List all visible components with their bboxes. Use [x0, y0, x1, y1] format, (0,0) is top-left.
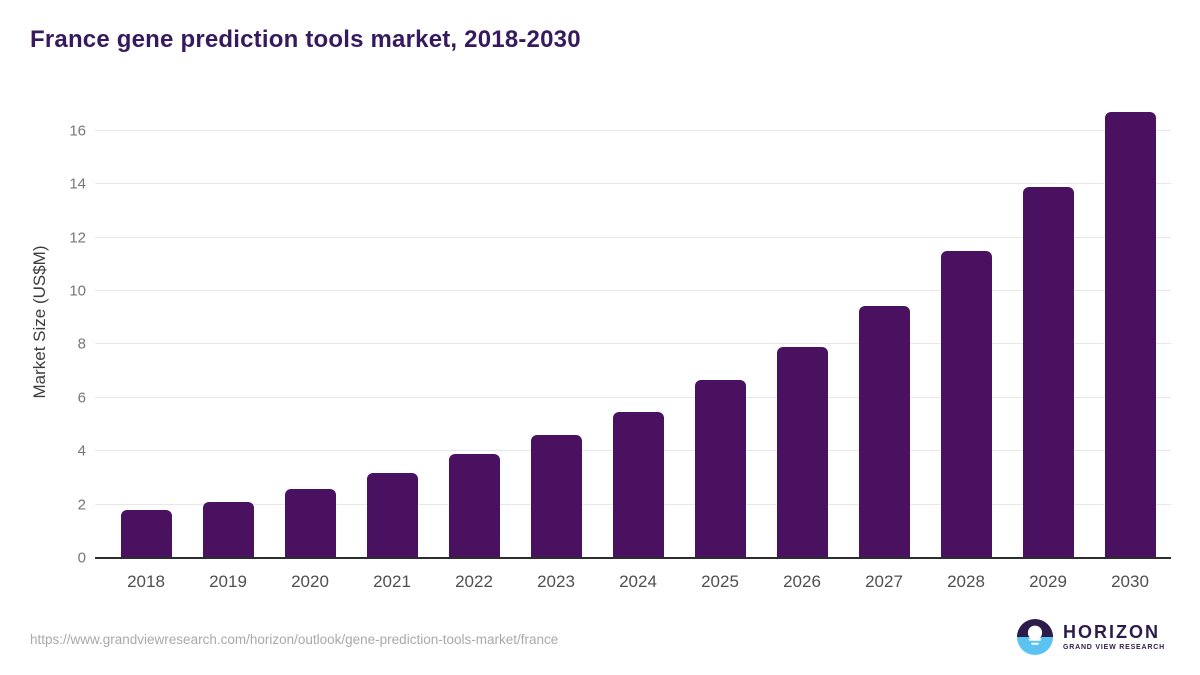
- horizon-logo: HORIZON GRAND VIEW RESEARCH: [1016, 618, 1165, 656]
- x-tick-label: 2026: [783, 572, 821, 591]
- x-tick-label: 2029: [1029, 572, 1067, 591]
- source-url: https://www.grandviewresearch.com/horizo…: [30, 632, 559, 647]
- bar-2026[interactable]: [776, 347, 828, 558]
- logo-wordmark: HORIZON: [1063, 621, 1160, 642]
- x-axis-line: [95, 557, 1171, 559]
- bar-slot: [925, 104, 1007, 558]
- x-tick-label: 2024: [619, 572, 657, 591]
- x-tick-label: 2021: [373, 572, 411, 591]
- bar-slot: [843, 104, 925, 558]
- bar-slot: [597, 104, 679, 558]
- y-tick-label: 6: [77, 389, 86, 407]
- horizon-sun-icon: [1016, 618, 1054, 656]
- gridline: [95, 129, 1171, 131]
- x-tick-label: 2027: [865, 572, 903, 591]
- x-tick-label: 2028: [947, 572, 985, 591]
- x-tick-label: 2023: [537, 572, 575, 591]
- bar-slot: [351, 104, 433, 558]
- logo-subtitle: GRAND VIEW RESEARCH: [1063, 644, 1165, 652]
- x-tick-label: 2020: [291, 572, 329, 591]
- bar-2021[interactable]: [366, 472, 418, 558]
- y-axis: 0 2 4 6 8 10 12 14 16: [0, 104, 86, 565]
- bar-2028[interactable]: [940, 250, 992, 558]
- bar-slot: [269, 104, 351, 558]
- y-tick-label: 0: [77, 549, 86, 567]
- x-tick-label: 2019: [209, 572, 247, 591]
- y-tick-label: 4: [77, 442, 86, 460]
- bar-slot: [515, 104, 597, 558]
- bar-2018[interactable]: [120, 509, 172, 558]
- plot-area: [95, 104, 1171, 559]
- bar-slot: [433, 104, 515, 558]
- bar-2022[interactable]: [448, 453, 500, 558]
- gridline: [95, 396, 1171, 398]
- bar-2029[interactable]: [1022, 186, 1074, 558]
- bar-slot: [105, 104, 187, 558]
- bar-2024[interactable]: [612, 412, 664, 558]
- bar-2019[interactable]: [202, 501, 254, 558]
- chart-title: France gene prediction tools market, 201…: [30, 26, 581, 53]
- x-tick-label: 2030: [1111, 572, 1149, 591]
- bar-slot: [187, 104, 269, 558]
- y-tick-label: 12: [69, 229, 86, 247]
- bar-slot: [761, 104, 843, 558]
- x-tick-label: 2022: [455, 572, 493, 591]
- x-tick-label: 2018: [127, 572, 165, 591]
- gridline: [95, 236, 1171, 238]
- bar-2020[interactable]: [284, 488, 336, 558]
- logo-text: HORIZON GRAND VIEW RESEARCH: [1063, 621, 1165, 652]
- x-axis-labels: 2018 2019 2020 2021 2022 2023 2024 2025 2026 2027…: [105, 572, 1171, 592]
- bar-2027[interactable]: [858, 305, 910, 558]
- bar-slot: [679, 104, 761, 558]
- y-tick-label: 2: [77, 496, 86, 514]
- y-tick-label: 16: [69, 122, 86, 140]
- bar-slot: [1089, 104, 1171, 558]
- gridline: [95, 289, 1171, 291]
- bar-2023[interactable]: [530, 435, 582, 558]
- x-tick-label: 2025: [701, 572, 739, 591]
- gridline: [95, 343, 1171, 345]
- gridline: [95, 183, 1171, 185]
- bar-2025[interactable]: [694, 380, 746, 558]
- bar-2030[interactable]: [1104, 112, 1156, 558]
- bar-slot: [1007, 104, 1089, 558]
- bar-row: [105, 104, 1171, 558]
- y-tick-label: 8: [77, 335, 86, 353]
- y-tick-label: 10: [69, 282, 86, 300]
- y-tick-label: 14: [69, 175, 86, 193]
